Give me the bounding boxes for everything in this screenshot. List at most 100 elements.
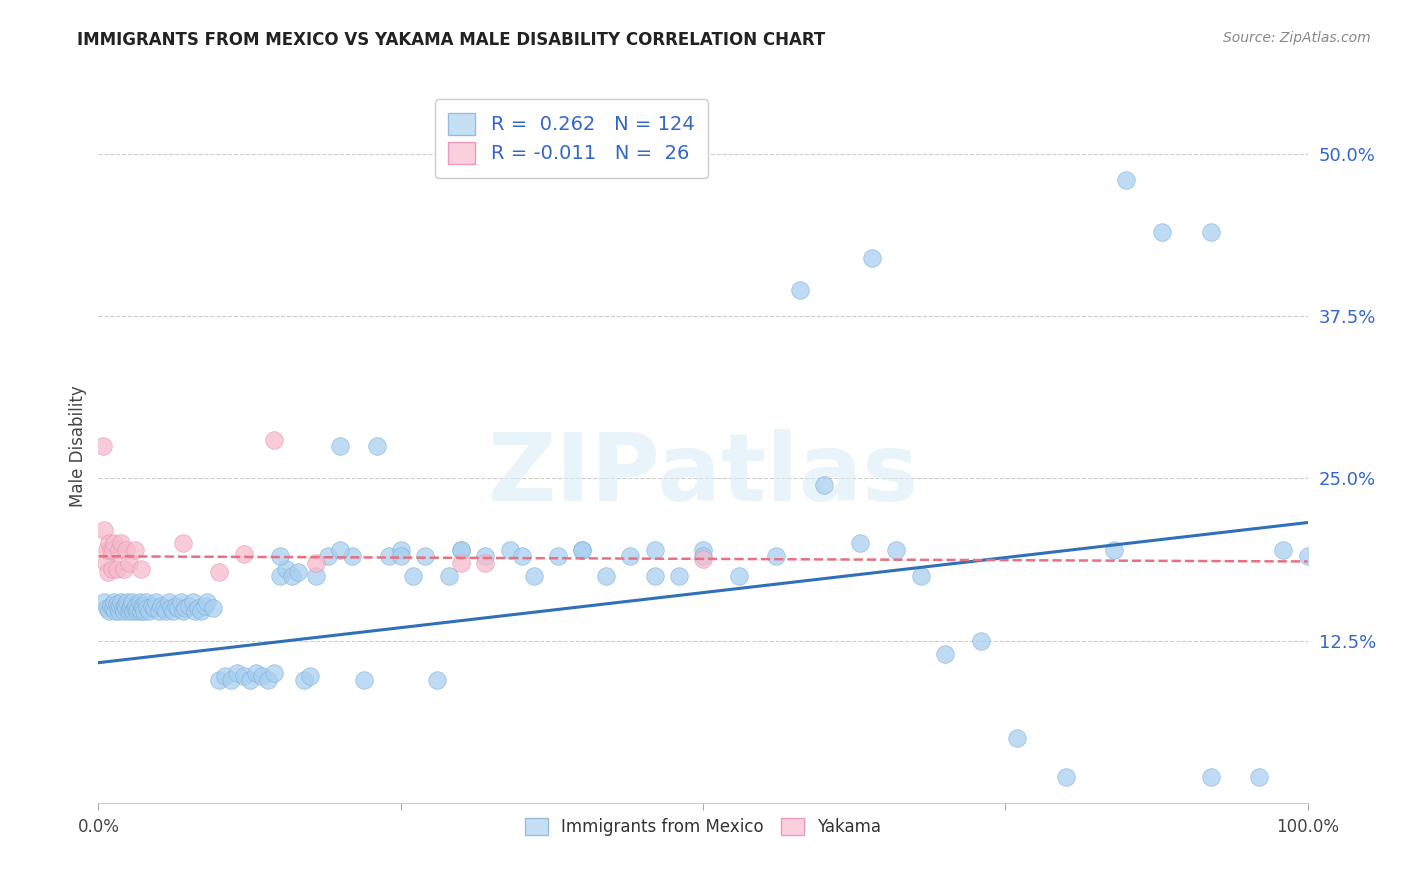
Point xyxy=(498,542,520,557)
Point xyxy=(221,673,243,687)
Point xyxy=(269,568,291,582)
Point xyxy=(292,673,315,687)
Point xyxy=(402,568,425,582)
Point xyxy=(226,666,249,681)
Legend: Immigrants from Mexico, Yakama: Immigrants from Mexico, Yakama xyxy=(516,810,890,845)
Point xyxy=(450,542,472,557)
Point xyxy=(1296,549,1319,564)
Point xyxy=(474,556,496,570)
Point xyxy=(143,601,166,615)
Point xyxy=(111,601,134,615)
Point xyxy=(96,601,118,615)
Point xyxy=(1199,770,1222,784)
Point xyxy=(172,536,194,550)
Point xyxy=(644,568,666,582)
Point xyxy=(157,595,180,609)
Point xyxy=(970,633,993,648)
Text: Source: ZipAtlas.com: Source: ZipAtlas.com xyxy=(1223,31,1371,45)
Point xyxy=(1152,225,1174,239)
Point xyxy=(135,595,157,609)
Point xyxy=(179,599,201,613)
Point xyxy=(167,601,190,615)
Point xyxy=(250,668,273,682)
Point xyxy=(129,604,152,618)
Point xyxy=(571,542,593,557)
Point xyxy=(474,549,496,564)
Point xyxy=(287,565,309,579)
Point xyxy=(329,439,352,453)
Point xyxy=(118,556,141,570)
Point xyxy=(1115,173,1137,187)
Point xyxy=(245,666,267,681)
Point xyxy=(104,604,127,618)
Point xyxy=(181,595,204,609)
Point xyxy=(132,601,155,615)
Point xyxy=(129,562,152,576)
Point xyxy=(813,478,835,492)
Point xyxy=(169,595,191,609)
Point xyxy=(274,562,297,576)
Point xyxy=(135,601,157,615)
Point xyxy=(728,568,751,582)
Point xyxy=(194,599,217,613)
Point xyxy=(115,542,138,557)
Point xyxy=(96,542,118,557)
Point xyxy=(124,601,146,615)
Point xyxy=(127,604,149,618)
Point xyxy=(437,568,460,582)
Point xyxy=(1249,770,1271,784)
Text: IMMIGRANTS FROM MEXICO VS YAKAMA MALE DISABILITY CORRELATION CHART: IMMIGRANTS FROM MEXICO VS YAKAMA MALE DI… xyxy=(77,31,825,49)
Point xyxy=(93,595,115,609)
Point xyxy=(124,542,146,557)
Point xyxy=(389,542,412,557)
Point xyxy=(353,673,375,687)
Point xyxy=(934,647,956,661)
Point xyxy=(100,599,122,613)
Point xyxy=(141,599,163,613)
Point xyxy=(1007,731,1029,745)
Point xyxy=(208,673,231,687)
Point xyxy=(91,439,114,453)
Point xyxy=(152,601,174,615)
Point xyxy=(202,601,225,615)
Point xyxy=(134,604,156,618)
Point xyxy=(150,599,173,613)
Point xyxy=(316,549,339,564)
Point xyxy=(94,556,117,570)
Point xyxy=(121,595,143,609)
Point xyxy=(148,604,170,618)
Point xyxy=(114,599,136,613)
Point xyxy=(105,597,128,611)
Point xyxy=(389,549,412,564)
Point xyxy=(127,601,149,615)
Point xyxy=(128,595,150,609)
Point xyxy=(120,599,142,613)
Point xyxy=(910,568,932,582)
Point xyxy=(145,595,167,609)
Point xyxy=(184,604,207,618)
Point xyxy=(101,542,124,557)
Point xyxy=(100,562,122,576)
Point xyxy=(450,556,472,570)
Point xyxy=(366,439,388,453)
Point xyxy=(117,595,139,609)
Point xyxy=(110,595,132,609)
Point xyxy=(765,549,787,564)
Point xyxy=(208,565,231,579)
Point xyxy=(547,549,569,564)
Point xyxy=(523,568,546,582)
Point xyxy=(112,604,135,618)
Point xyxy=(100,542,122,557)
Point xyxy=(108,604,131,618)
Point xyxy=(101,601,124,615)
Point xyxy=(103,536,125,550)
Point xyxy=(450,542,472,557)
Point xyxy=(619,549,641,564)
Point xyxy=(112,562,135,576)
Point xyxy=(668,568,690,582)
Point xyxy=(115,601,138,615)
Point xyxy=(232,547,254,561)
Point xyxy=(172,604,194,618)
Point xyxy=(98,604,121,618)
Point xyxy=(269,549,291,564)
